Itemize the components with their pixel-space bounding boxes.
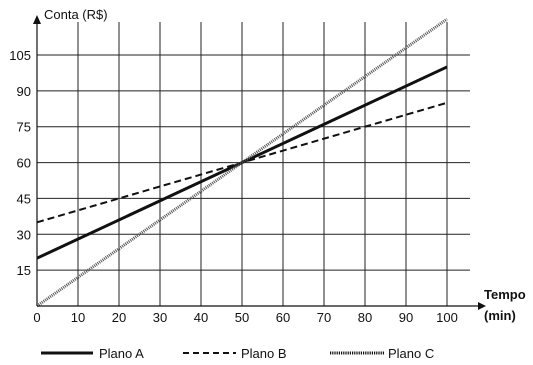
y-tick-label-15: 15	[17, 263, 31, 278]
legend-item-plano-a: Plano A	[41, 346, 144, 361]
y-tick-label-45: 45	[17, 191, 31, 206]
x-axis-title-line2: (min)	[484, 308, 516, 323]
x-tick-label-60: 60	[276, 310, 290, 325]
x-tick-label-70: 70	[317, 310, 331, 325]
x-tick-label-40: 40	[194, 310, 208, 325]
series-line-plano-c	[36, 17, 448, 308]
legend: Plano A Plano B Plano C	[41, 346, 434, 361]
tick-labels: 0 10 20 30 40 50 60 70 80 90 100 15 30 45 60 75 90 105	[9, 48, 458, 325]
x-tick-label-10: 10	[71, 310, 85, 325]
x-tick-label-90: 90	[399, 310, 413, 325]
x-tick-label-50: 50	[235, 310, 249, 325]
y-tick-label-105: 105	[9, 48, 31, 63]
x-axis-title-line1: Tempo	[484, 287, 526, 302]
y-tick-label-75: 75	[17, 120, 31, 135]
legend-item-plano-c: Plano C	[330, 346, 434, 361]
grid	[37, 22, 470, 306]
x-tick-label-30: 30	[153, 310, 167, 325]
y-tick-label-30: 30	[17, 227, 31, 242]
legend-label-plano-c: Plano C	[388, 346, 434, 361]
x-tick-label-100: 100	[436, 310, 458, 325]
y-axis-arrow-icon	[33, 15, 41, 24]
y-tick-label-60: 60	[17, 156, 31, 171]
legend-item-plano-b: Plano B	[183, 346, 287, 361]
y-axis-title: Conta (R$)	[44, 7, 108, 22]
axes	[33, 15, 486, 310]
legend-label-plano-a: Plano A	[99, 346, 144, 361]
legend-label-plano-b: Plano B	[241, 346, 287, 361]
x-tick-label-0: 0	[33, 310, 40, 325]
x-axis-arrow-icon	[478, 302, 486, 310]
y-tick-label-90: 90	[17, 84, 31, 99]
series-layer	[36, 17, 448, 308]
x-tick-label-80: 80	[358, 310, 372, 325]
x-tick-label-20: 20	[112, 310, 126, 325]
